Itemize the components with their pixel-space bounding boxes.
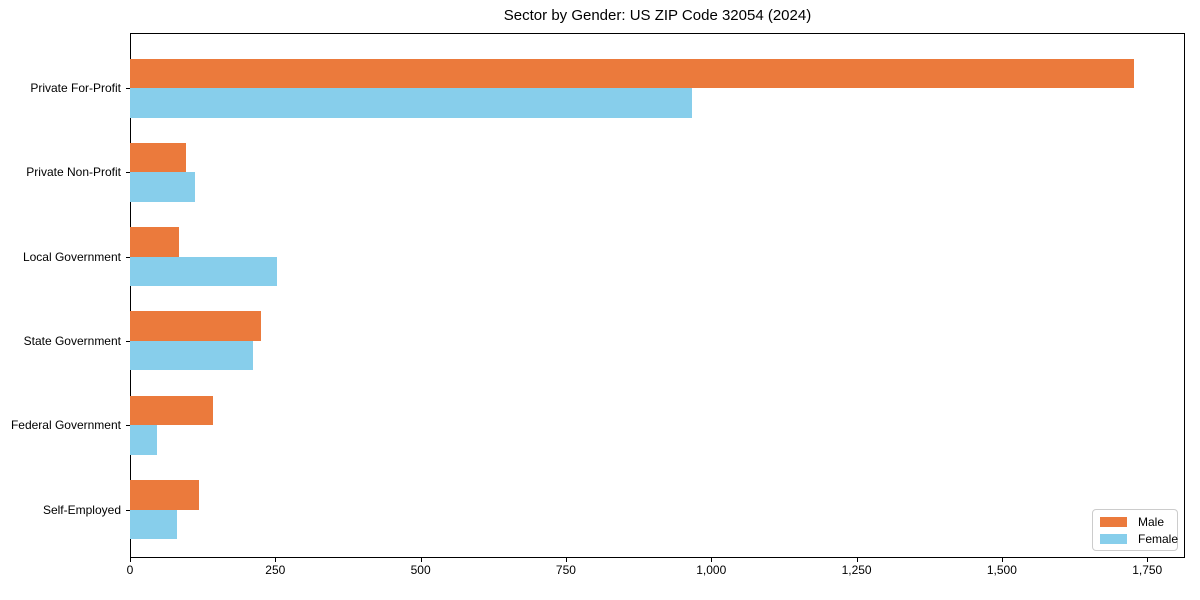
y-tick-mark xyxy=(126,256,130,258)
x-tick-label: 1,000 xyxy=(696,563,727,577)
bar-male-private-for-profit xyxy=(130,58,1134,88)
y-tick-mark xyxy=(126,172,130,174)
x-tick-mark xyxy=(1001,558,1003,562)
x-tick-label: 0 xyxy=(126,563,134,577)
legend-label-male: Male xyxy=(1138,514,1165,529)
y-tick-mark xyxy=(126,88,130,89)
y-tick-mark xyxy=(126,425,130,427)
x-tick-mark xyxy=(711,558,713,562)
legend-entry-male: Male xyxy=(1100,516,1170,528)
bar-male-state-government xyxy=(130,311,261,341)
x-tick-mark xyxy=(130,558,131,562)
x-tick-mark xyxy=(565,558,567,562)
x-tick-mark xyxy=(1147,558,1149,562)
x-tick-mark xyxy=(420,558,422,562)
bar-female-state-government xyxy=(130,340,253,371)
category-label-federal-government: Federal Government xyxy=(10,418,121,433)
category-label-self-employed: Self-Employed xyxy=(42,502,121,517)
legend-swatch-male xyxy=(1100,516,1127,527)
legend-label-female: Female xyxy=(1138,531,1179,546)
x-tick-label: 1,750 xyxy=(1132,563,1163,577)
category-label-private-for-profit: Private For-Profit xyxy=(30,81,121,95)
x-tick-label: 750 xyxy=(555,563,576,577)
x-tick-label: 250 xyxy=(265,563,286,577)
bar-male-federal-government xyxy=(130,395,214,426)
bar-female-private-for-profit xyxy=(130,88,692,118)
category-label-local-government: Local Government xyxy=(22,249,121,264)
x-tick-label: 1,250 xyxy=(841,563,872,577)
bar-female-self-employed xyxy=(130,509,178,539)
bar-female-federal-government xyxy=(130,425,157,455)
x-tick-mark xyxy=(856,558,858,562)
chart-title: Sector by Gender: US ZIP Code 32054 (202… xyxy=(503,7,812,24)
bar-female-local-government xyxy=(130,256,278,287)
legend: Male Female xyxy=(1092,509,1178,551)
legend-swatch-female xyxy=(1100,533,1127,544)
y-tick-mark xyxy=(126,340,130,342)
plot-area xyxy=(130,33,1185,558)
x-tick-mark xyxy=(275,558,277,562)
x-tick-label: 1,500 xyxy=(986,563,1017,577)
bar-female-private-non-profit xyxy=(130,172,196,202)
category-label-state-government: State Government xyxy=(23,333,121,348)
x-tick-label: 500 xyxy=(410,563,431,577)
bar-male-private-non-profit xyxy=(130,142,186,173)
category-label-private-non-profit: Private Non-Profit xyxy=(26,165,121,180)
bar-male-self-employed xyxy=(130,480,200,510)
y-tick-mark xyxy=(126,509,130,511)
bar-male-local-government xyxy=(130,227,179,257)
legend-entry-female: Female xyxy=(1100,533,1178,545)
